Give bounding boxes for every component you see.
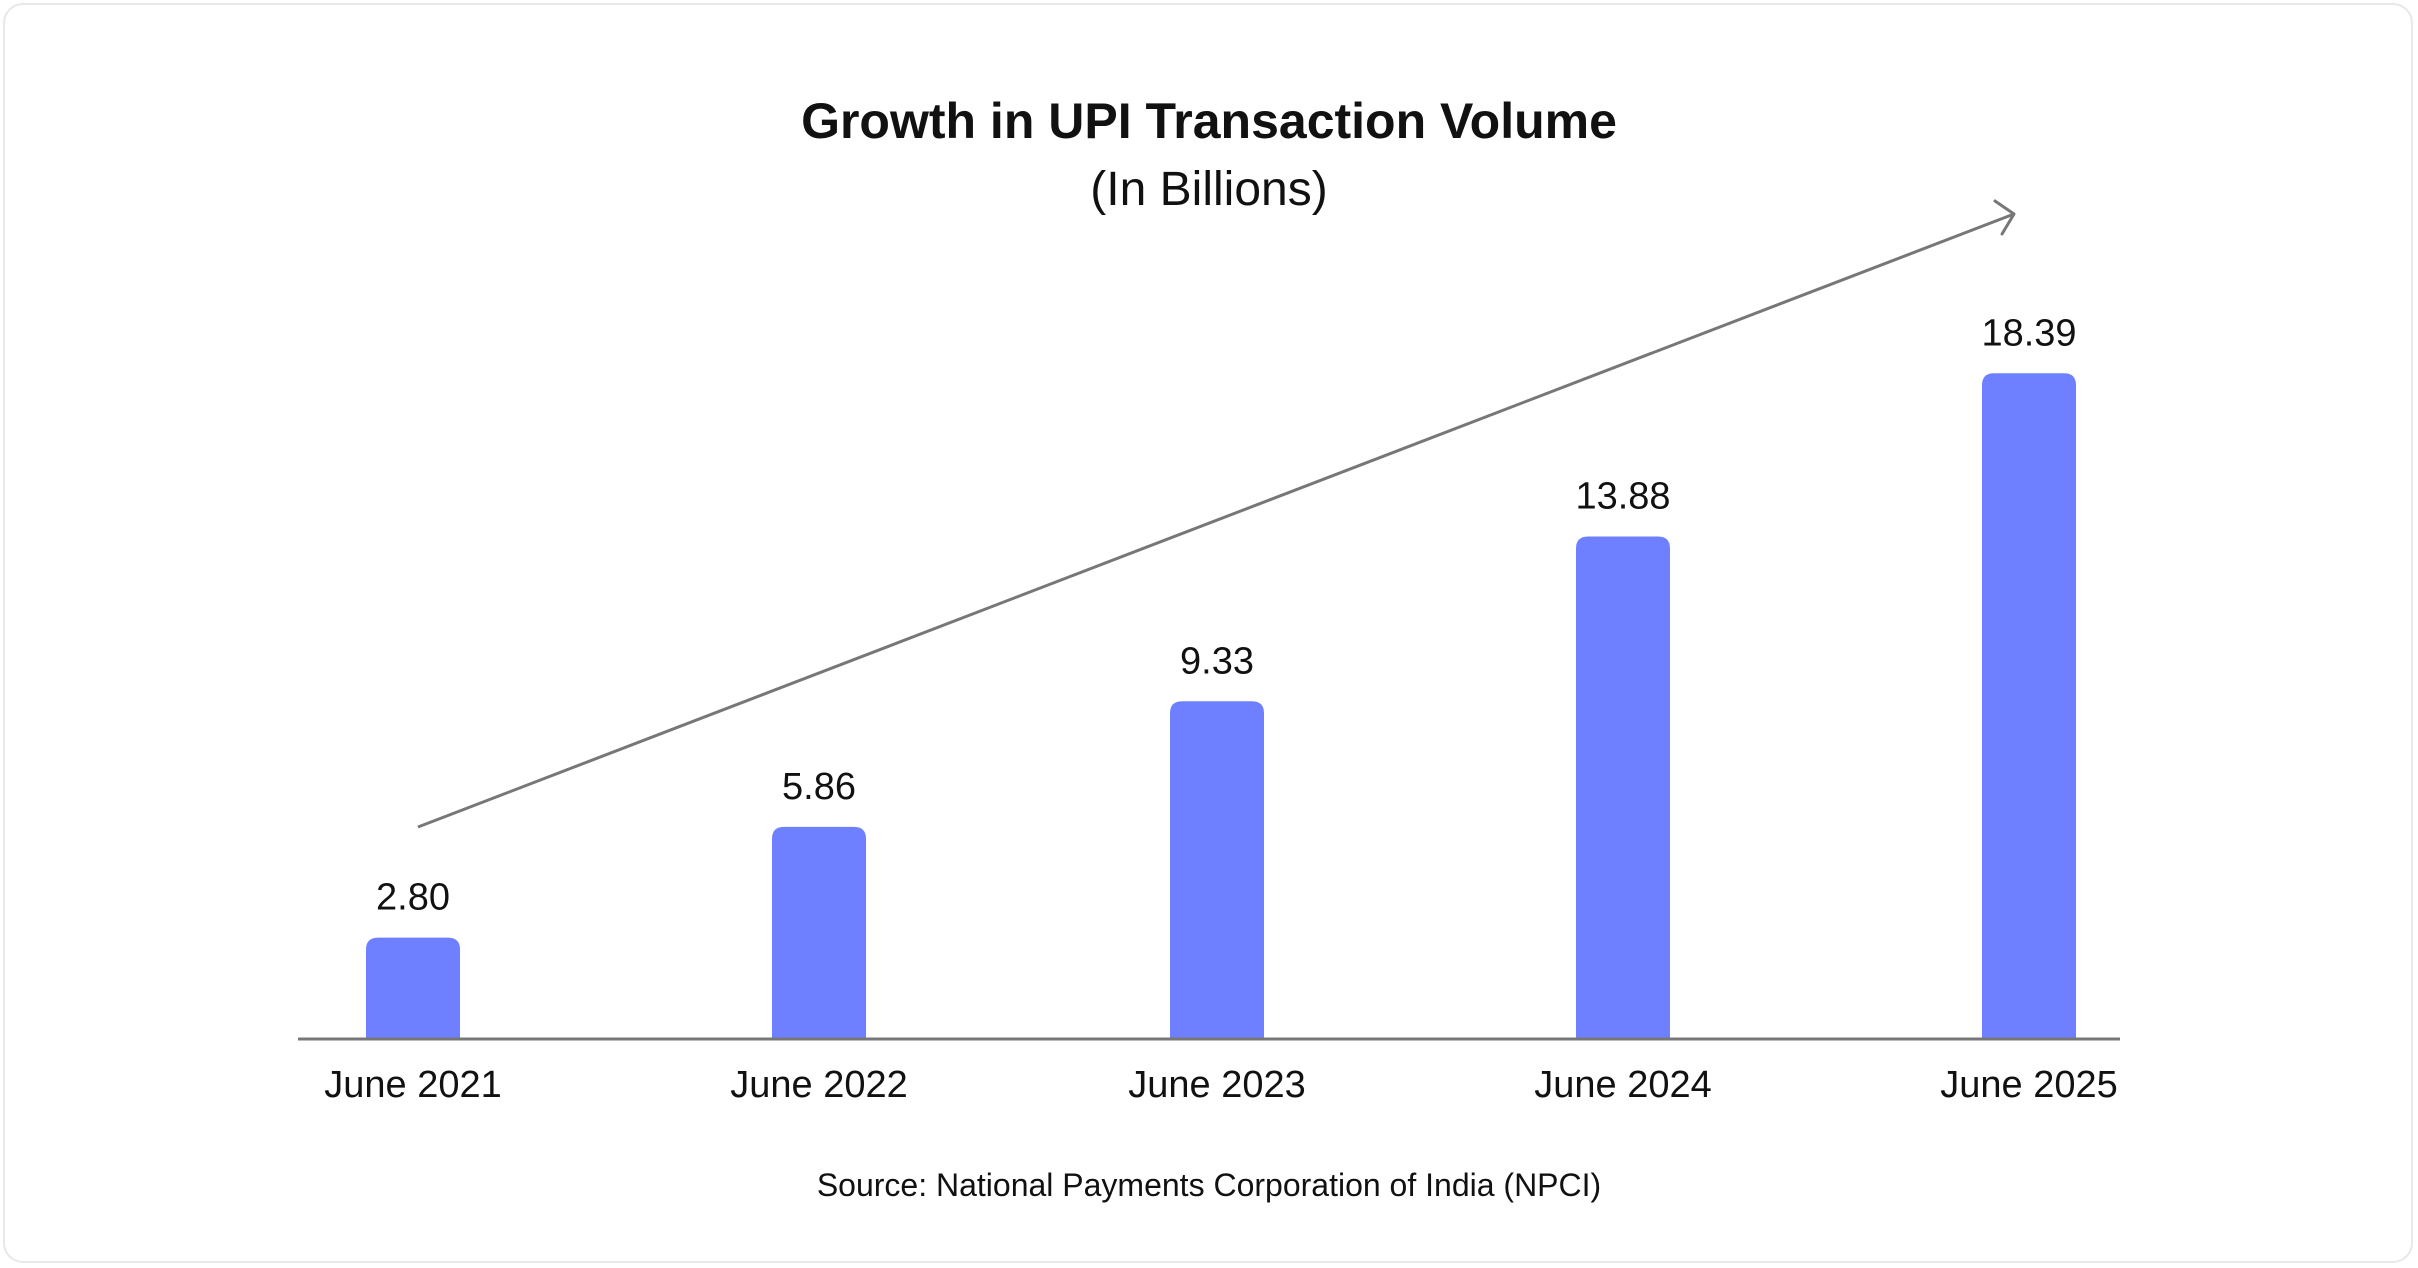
value-labels-layer: 2.80 5.86 9.33 13.88 18.39: [376, 312, 2077, 918]
trend-arrow-head: [1993, 199, 2016, 236]
x-tick-label: June 2025: [1940, 1064, 2118, 1106]
x-tick-label: June 2022: [730, 1064, 908, 1106]
source-note: Source: National Payments Corporation of…: [817, 1167, 1601, 1203]
x-tick-label: June 2023: [1128, 1064, 1306, 1106]
chart-title: Growth in UPI Transaction Volume: [801, 93, 1617, 149]
value-label: 9.33: [1180, 640, 1254, 682]
value-label: 13.88: [1575, 476, 1670, 518]
x-tick-label: June 2021: [324, 1064, 502, 1106]
x-tick-label: June 2024: [1534, 1064, 1712, 1106]
chart-subtitle: (In Billions): [1090, 163, 1327, 216]
bar-june-2023: [1170, 701, 1264, 1039]
bar-june-2021: [366, 937, 460, 1039]
value-label: 18.39: [1981, 312, 2076, 354]
bars-layer: [366, 373, 2076, 1040]
bar-june-2022: [772, 826, 866, 1039]
bar-june-2024: [1576, 536, 1670, 1039]
trend-arrow-line: [417, 212, 2015, 829]
value-label: 2.80: [376, 877, 450, 919]
value-label: 5.86: [782, 766, 856, 808]
tick-labels-layer: June 2021 June 2022 June 2023 June 2024 June…: [324, 1064, 2118, 1106]
trend-arrow: [417, 199, 2016, 829]
bar-june-2025: [1982, 373, 2076, 1040]
